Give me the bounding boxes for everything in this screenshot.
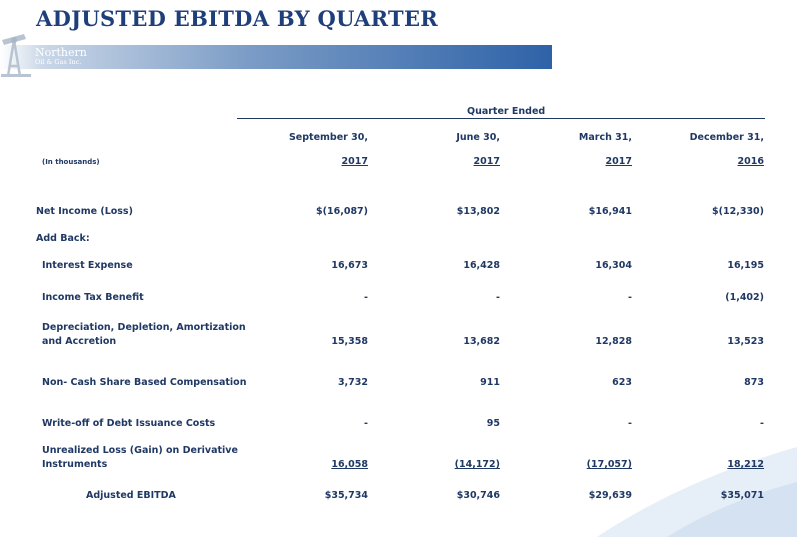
cell-tax-q2: -	[496, 292, 500, 303]
cell-net-income-q3: $16,941	[588, 206, 632, 217]
row-label-add-back: Add Back:	[36, 233, 90, 244]
cell-comp-q3: 623	[612, 377, 632, 388]
group-header-rule	[237, 118, 765, 119]
cell-dda-q3: 12,828	[595, 336, 632, 347]
column-header-2: June 30,	[456, 132, 500, 143]
units-note: (In thousands)	[42, 158, 100, 166]
background-wave-graphic	[597, 447, 797, 537]
cell-net-income-q1: $(16,087)	[316, 206, 368, 217]
group-header: Quarter Ended	[467, 106, 546, 117]
brand-subname: Oil & Gas Inc.	[35, 58, 82, 66]
column-year-3: 2017	[605, 156, 632, 167]
cell-tax-q1: -	[364, 292, 368, 303]
cell-writeoff-q1: -	[364, 418, 368, 429]
cell-interest-q1: 16,673	[331, 260, 368, 271]
cell-dda-q2: 13,682	[463, 336, 500, 347]
row-label-share-comp: Non- Cash Share Based Compensation	[42, 377, 247, 388]
page-title: ADJUSTED EBITDA BY QUARTER	[36, 6, 439, 31]
cell-net-income-q4: $(12,330)	[712, 206, 764, 217]
cell-net-income-q2: $13,802	[456, 206, 500, 217]
row-label-dda-line1: Depreciation, Depletion, Amortization	[42, 322, 246, 333]
cell-ebitda-q3: $29,639	[588, 490, 632, 501]
cell-dda-q4: 13,523	[727, 336, 764, 347]
cell-writeoff-q4: -	[760, 418, 764, 429]
cell-deriv-q1: 16,058	[331, 459, 368, 470]
cell-writeoff-q2: 95	[486, 418, 500, 429]
cell-deriv-q3: (17,057)	[586, 459, 632, 470]
cell-interest-q4: 16,195	[727, 260, 764, 271]
column-header-1: September 30,	[288, 132, 368, 143]
row-label-write-off: Write-off of Debt Issuance Costs	[42, 418, 216, 429]
cell-interest-q3: 16,304	[595, 260, 632, 271]
column-header-3: March 31,	[578, 132, 632, 143]
cell-ebitda-q4: $35,071	[720, 490, 764, 501]
row-label-adjusted-ebitda: Adjusted EBITDA	[86, 490, 176, 501]
header-bar	[0, 45, 552, 69]
column-header-4: December 31,	[689, 132, 764, 143]
cell-writeoff-q3: -	[628, 418, 632, 429]
cell-tax-q3: -	[628, 292, 632, 303]
cell-dda-q1: 15,358	[331, 336, 368, 347]
cell-interest-q2: 16,428	[463, 260, 500, 271]
brand-name: Northern	[35, 46, 87, 59]
cell-ebitda-q2: $30,746	[456, 490, 500, 501]
cell-comp-q2: 911	[480, 377, 500, 388]
column-year-1: 2017	[341, 156, 368, 167]
cell-deriv-q2: (14,172)	[454, 459, 500, 470]
cell-comp-q4: 873	[744, 377, 764, 388]
cell-ebitda-q1: $35,734	[324, 490, 368, 501]
row-label-net-income: Net Income (Loss)	[36, 206, 133, 217]
row-label-income-tax: Income Tax Benefit	[42, 292, 144, 303]
cell-comp-q1: 3,732	[337, 377, 368, 388]
row-label-derivatives-line1: Unrealized Loss (Gain) on Derivative	[42, 445, 238, 456]
row-label-interest-expense: Interest Expense	[42, 260, 133, 271]
row-label-derivatives-line2: Instruments	[42, 459, 108, 470]
cell-deriv-q4: 18,212	[727, 459, 764, 470]
column-year-2: 2017	[473, 156, 500, 167]
company-logo-text: Northern Oil & Gas Inc.	[35, 47, 87, 66]
row-label-dda-line2: and Accretion	[42, 336, 117, 347]
pumpjack-logo-icon	[1, 34, 31, 77]
column-year-4: 2016	[737, 156, 764, 167]
cell-tax-q4: (1,402)	[725, 292, 764, 303]
